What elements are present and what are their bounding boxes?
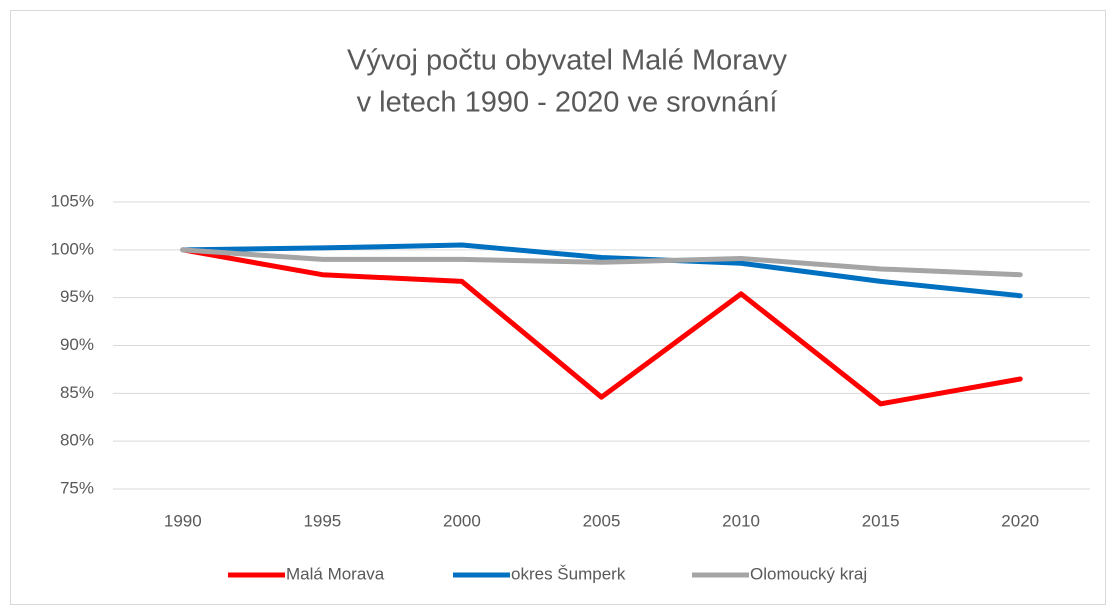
y-tick-label: 100% [51,239,94,258]
data-line [180,242,1023,299]
x-tick-label: 1995 [303,511,341,530]
data-line [180,247,1023,278]
y-tick-label: 105% [51,191,94,210]
x-tick-label: 2015 [862,511,900,530]
x-tick-label: 1990 [164,511,202,530]
chart-border [10,10,1106,605]
legend-label: Olomoucký kraj [750,564,867,583]
chart-title: Vývoj počtu obyvatel Malé Moravy [347,45,788,77]
x-tick-label: 2020 [1001,511,1039,530]
x-tick-label: 2000 [443,511,481,530]
y-tick-label: 85% [60,383,94,402]
data-line [180,247,1023,407]
chart-title: v letech 1990 - 2020 ve srovnání [357,87,778,119]
legend-label: okres Šumperk [511,564,626,583]
x-tick-label: 2005 [583,511,621,530]
x-tick-label: 2010 [722,511,760,530]
legend-label: Malá Morava [286,564,385,583]
y-tick-label: 75% [60,478,94,497]
y-tick-label: 80% [60,431,94,450]
y-tick-label: 90% [60,335,94,354]
y-tick-label: 95% [60,287,94,306]
